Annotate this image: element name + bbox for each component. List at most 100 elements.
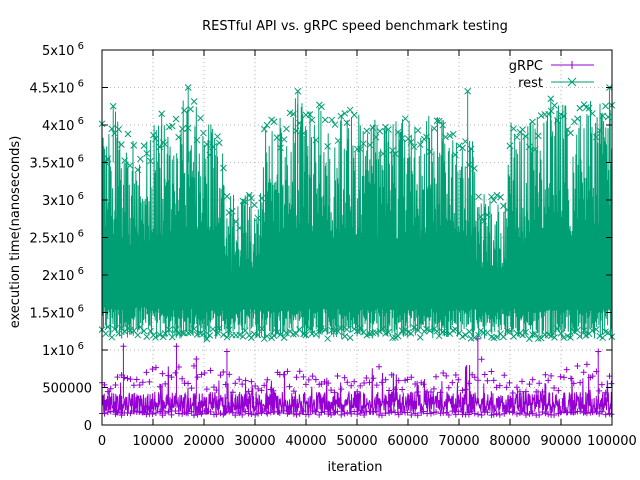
marker-rest (513, 330, 521, 337)
chart-title: RESTful API vs. gRPC speed benchmark tes… (202, 19, 508, 34)
marker-gRPC (373, 382, 380, 389)
marker-gRPC (114, 409, 121, 416)
marker-gRPC (318, 409, 325, 416)
marker-gRPC (198, 371, 205, 378)
marker-gRPC (522, 412, 529, 419)
marker-gRPC (366, 379, 373, 386)
spike-marker-rest (294, 87, 302, 95)
marker-gRPC (127, 410, 134, 417)
marker-rest (503, 327, 511, 335)
marker-rest (254, 214, 262, 222)
marker-gRPC (420, 381, 427, 388)
marker-rest (531, 145, 539, 153)
y-tick-label: 500000 (42, 382, 92, 397)
marker-gRPC (475, 411, 482, 418)
marker-rest (308, 116, 316, 124)
marker-gRPC (509, 409, 516, 416)
marker-gRPC (608, 380, 615, 387)
marker-gRPC (236, 376, 243, 383)
series-markers-gRPC (99, 356, 615, 419)
marker-gRPC (493, 410, 500, 417)
marker-gRPC (181, 409, 188, 416)
marker-gRPC (378, 379, 385, 386)
marker-rest (321, 116, 329, 124)
marker-rest (215, 139, 223, 147)
marker-rest (394, 332, 402, 340)
marker-gRPC (305, 411, 312, 418)
marker-rest (372, 329, 380, 336)
marker-gRPC (264, 376, 271, 383)
marker-rest (247, 194, 255, 202)
marker-gRPC (496, 382, 503, 389)
spike-marker-gRPC (595, 348, 602, 355)
marker-gRPC (471, 410, 478, 417)
marker-rest (416, 141, 424, 149)
legend: gRPC rest (509, 59, 594, 91)
marker-gRPC (526, 381, 533, 388)
marker-gRPC (203, 386, 210, 393)
marker-rest (273, 329, 281, 336)
marker-rest (179, 125, 186, 133)
marker-gRPC (104, 409, 111, 416)
marker-rest (385, 126, 392, 133)
marker-gRPC (445, 384, 452, 391)
marker-gRPC (127, 376, 134, 383)
marker-rest (557, 330, 565, 337)
marker-rest (190, 98, 198, 105)
marker-rest (334, 137, 342, 145)
marker-rest (410, 324, 418, 331)
marker-rest (209, 143, 217, 151)
marker-rest (159, 333, 167, 341)
marker-rest (168, 333, 176, 341)
marker-gRPC (302, 381, 309, 388)
marker-gRPC (395, 377, 402, 384)
marker-rest (277, 144, 284, 152)
marker-rest (553, 117, 561, 124)
marker-rest (324, 335, 331, 342)
marker-rest (346, 106, 354, 114)
spike-marker-gRPC (223, 348, 230, 355)
marker-gRPC (305, 376, 312, 383)
marker-gRPC (143, 411, 150, 418)
marker-rest (589, 327, 596, 335)
marker-rest (184, 329, 192, 337)
marker-gRPC (490, 377, 497, 384)
marker-gRPC (449, 408, 456, 415)
marker-rest (442, 329, 449, 336)
marker-rest (537, 112, 545, 119)
marker-rest (357, 324, 364, 332)
marker-rest (280, 334, 288, 342)
y-tick-label: 2x10 6 (42, 266, 84, 284)
marker-gRPC (255, 410, 262, 417)
legend-marker-gRPC (568, 61, 576, 69)
marker-gRPC (354, 388, 361, 395)
marker-gRPC (213, 387, 220, 394)
marker-rest (604, 113, 612, 121)
marker-rest (589, 110, 596, 117)
marker-gRPC (312, 408, 319, 415)
marker-rest (292, 330, 300, 337)
marker-rest (318, 103, 325, 111)
legend-marker-rest (567, 77, 577, 87)
marker-gRPC (318, 381, 325, 388)
marker-rest (560, 334, 567, 342)
marker-gRPC (388, 408, 395, 415)
marker-gRPC (165, 408, 172, 415)
marker-rest (506, 142, 514, 150)
marker-rest (407, 138, 415, 146)
marker-gRPC (563, 366, 570, 373)
marker-rest (488, 193, 495, 201)
marker-gRPC (509, 389, 516, 396)
marker-rest (350, 111, 358, 119)
marker-rest (480, 217, 488, 225)
marker-gRPC (159, 370, 166, 377)
marker-gRPC (207, 408, 214, 415)
marker-rest (433, 327, 441, 335)
marker-gRPC (430, 385, 437, 392)
marker-rest (439, 328, 447, 336)
marker-rest (451, 151, 459, 159)
marker-rest (181, 107, 188, 114)
marker-gRPC (280, 407, 287, 414)
marker-gRPC (392, 409, 399, 416)
marker-rest (193, 136, 201, 144)
